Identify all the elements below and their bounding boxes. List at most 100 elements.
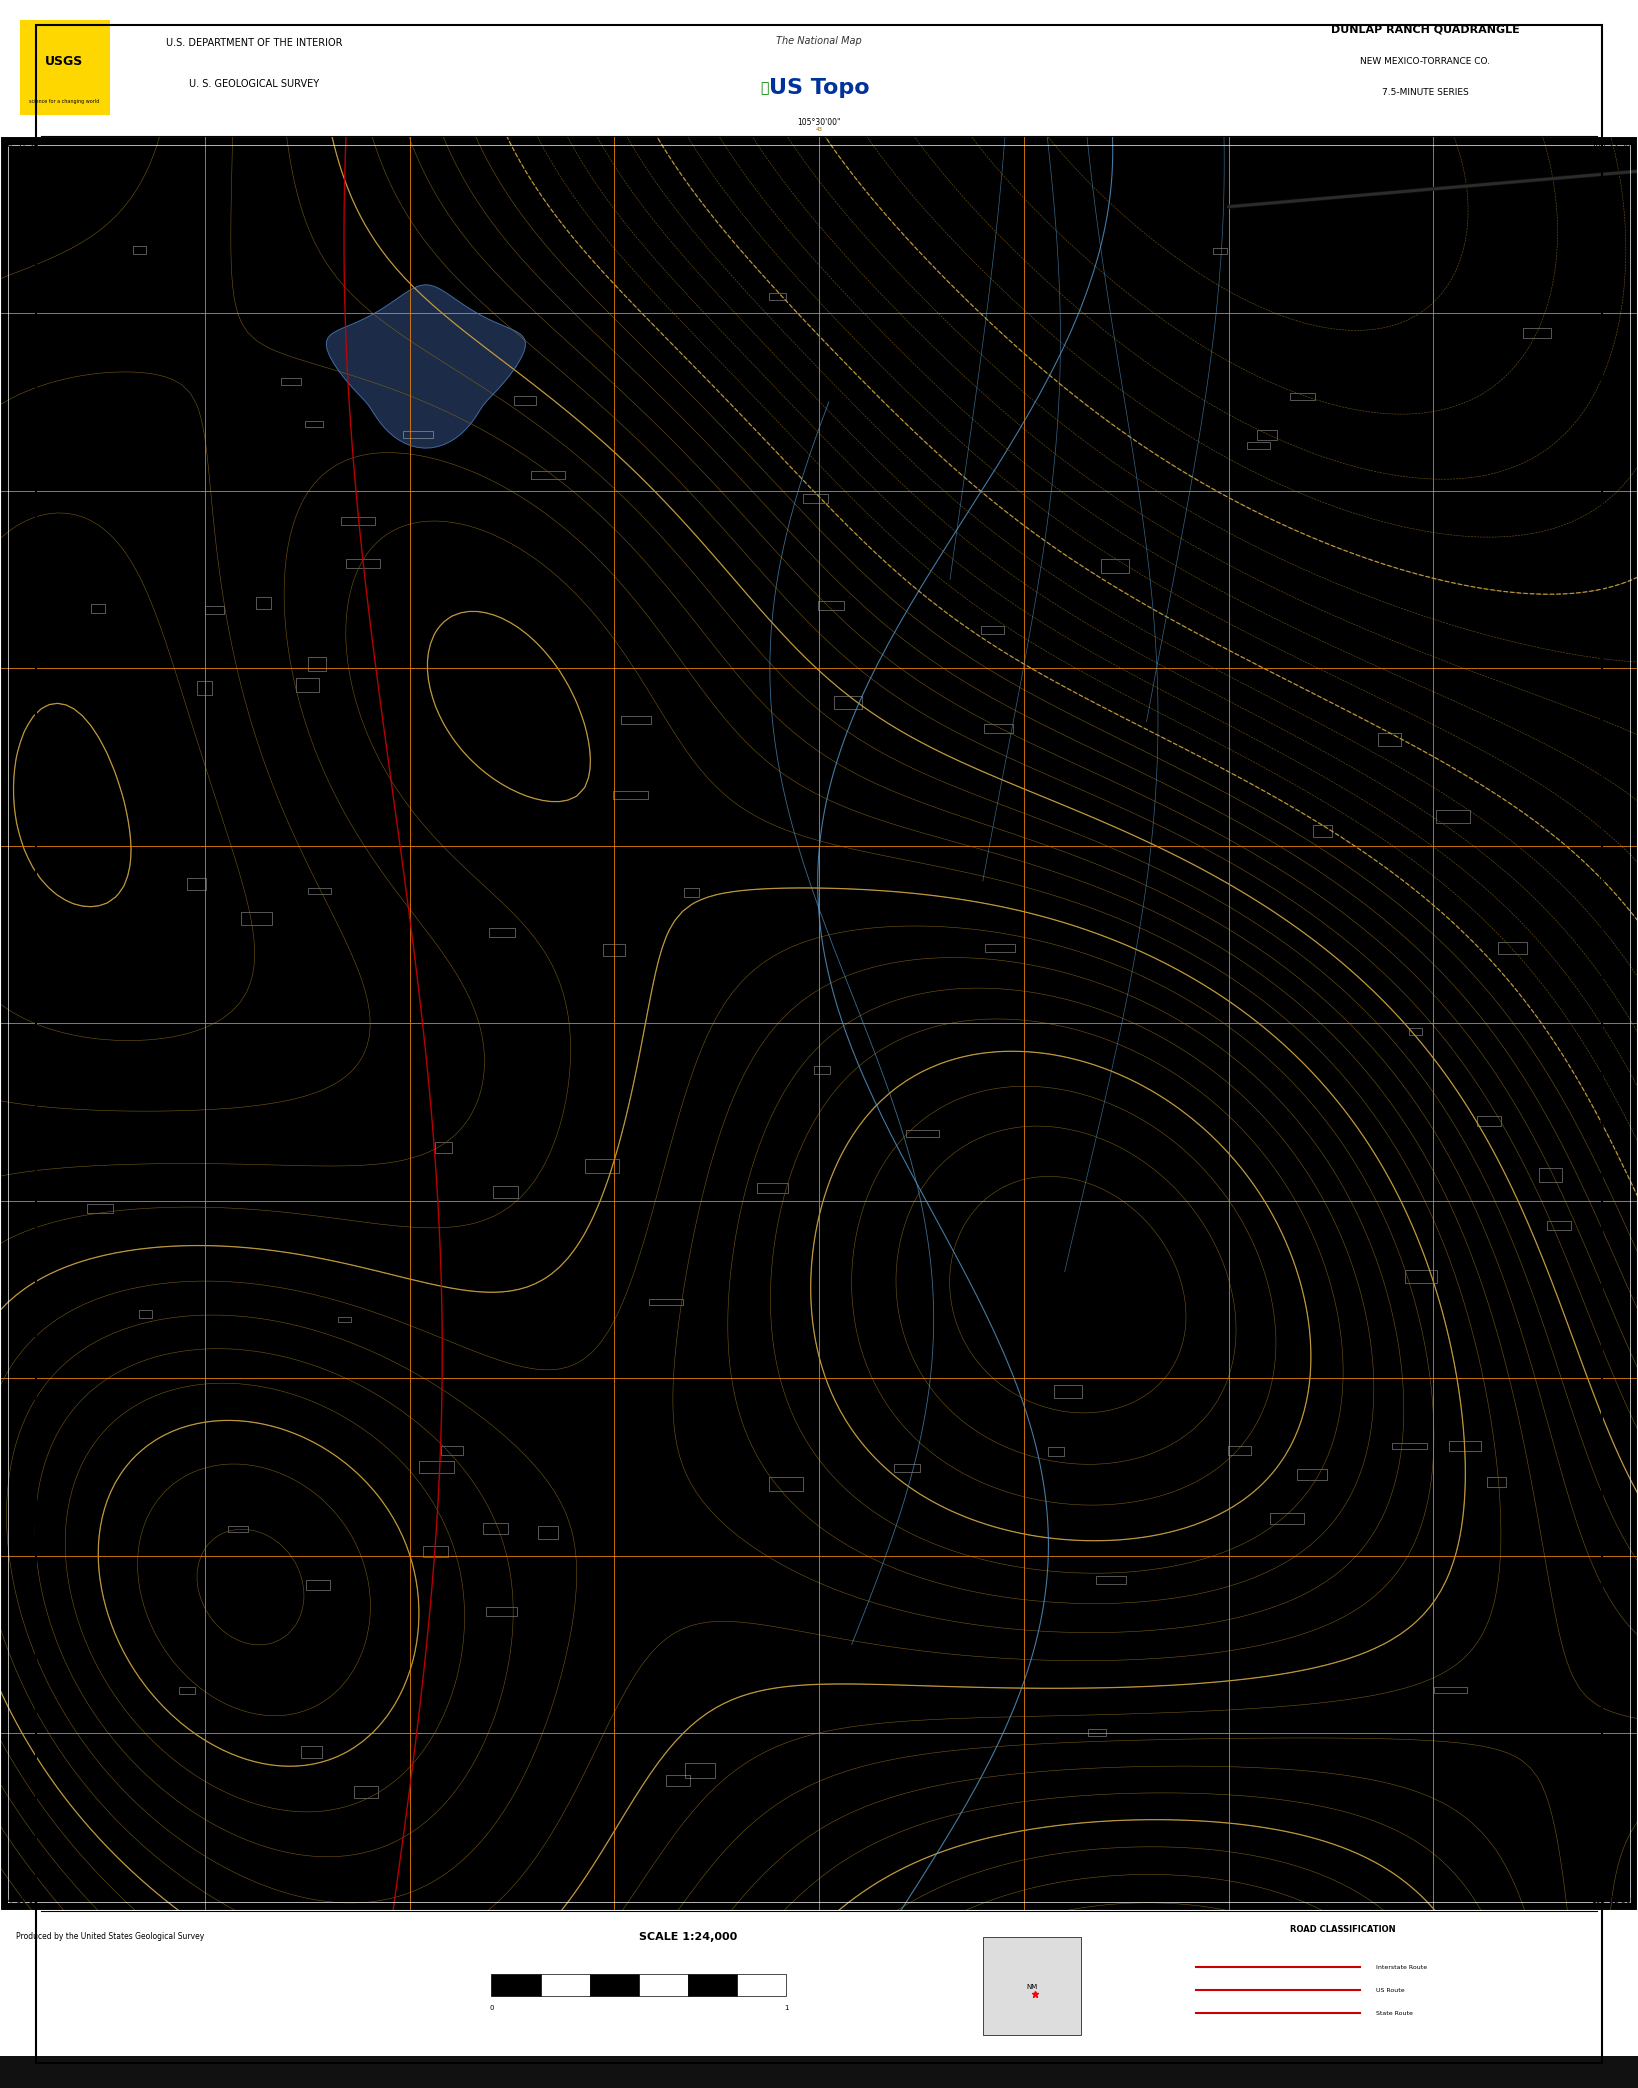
Text: US Topo: US Topo (768, 77, 870, 98)
Bar (1435, 1687, 1468, 1693)
Bar (490, 929, 514, 938)
Bar (770, 292, 786, 301)
Bar (1450, 1441, 1481, 1451)
Bar (1314, 825, 1332, 837)
Bar (1378, 733, 1400, 745)
Bar (1101, 560, 1129, 572)
Bar (984, 944, 1016, 952)
Bar (649, 1299, 683, 1305)
Bar (1409, 1029, 1422, 1036)
Text: 105°30'00": 105°30'00" (798, 117, 840, 127)
Bar (491, 1975, 541, 1996)
Bar (1256, 430, 1278, 441)
Bar (308, 658, 326, 670)
Bar (688, 1975, 737, 1996)
Bar (983, 1938, 1081, 2034)
Bar (531, 470, 565, 478)
Bar (0, 2057, 1638, 2088)
Text: ROAD CLASSIFICATION: ROAD CLASSIFICATION (1291, 1925, 1396, 1933)
Text: SCALE 1:24,000: SCALE 1:24,000 (639, 1931, 737, 1942)
Text: DUNLAP RANCH QUADRANGLE: DUNLAP RANCH QUADRANGLE (1330, 25, 1520, 35)
Bar (483, 1522, 508, 1535)
Bar (296, 679, 319, 691)
Text: science for a changing world: science for a changing world (29, 100, 98, 104)
Bar (834, 695, 862, 708)
Bar (1405, 1270, 1437, 1282)
Bar (981, 626, 1004, 633)
Bar (87, 1205, 113, 1213)
Text: 0: 0 (490, 2004, 493, 2011)
Bar (306, 1581, 331, 1591)
Bar (280, 378, 301, 384)
Bar (403, 430, 434, 438)
Text: State Route: State Route (1376, 2011, 1414, 2015)
Bar (197, 681, 211, 695)
Bar (539, 1526, 557, 1539)
Bar (354, 1785, 378, 1798)
Bar (139, 1309, 152, 1318)
Bar (1548, 1221, 1571, 1230)
Bar (1477, 1117, 1500, 1125)
Text: 🍃: 🍃 (760, 81, 770, 96)
Text: Interstate Route: Interstate Route (1376, 1965, 1427, 1969)
Bar (337, 1318, 351, 1322)
Bar (1247, 443, 1271, 449)
Bar (1214, 248, 1227, 255)
Bar (436, 1142, 452, 1153)
Text: 34°37'30": 34°37'30" (3, 142, 43, 150)
Text: 34°30'00": 34°30'00" (3, 1896, 43, 1904)
Bar (1269, 1514, 1304, 1524)
Bar (585, 1159, 619, 1173)
Bar (621, 716, 650, 725)
Bar (486, 1608, 518, 1616)
Bar (346, 560, 380, 568)
Text: NEW MEXICO-TORRANCE CO.: NEW MEXICO-TORRANCE CO. (1360, 56, 1491, 65)
Bar (803, 495, 829, 503)
Bar (613, 791, 647, 800)
Bar (639, 1975, 688, 1996)
Bar (590, 1975, 639, 1996)
Text: 43: 43 (816, 127, 822, 132)
Bar (441, 1447, 464, 1455)
Bar (1437, 810, 1471, 823)
Text: US Route: US Route (1376, 1988, 1404, 1992)
FancyBboxPatch shape (20, 21, 110, 115)
Bar (205, 606, 224, 614)
Text: 1: 1 (785, 2004, 788, 2011)
Text: U.S. DEPARTMENT OF THE INTERIOR: U.S. DEPARTMENT OF THE INTERIOR (165, 38, 342, 48)
Bar (305, 422, 323, 426)
Bar (1053, 1384, 1083, 1399)
Polygon shape (326, 284, 526, 449)
Bar (419, 1462, 454, 1472)
Bar (1487, 1476, 1505, 1487)
Bar (1228, 1445, 1251, 1455)
Bar (1523, 328, 1551, 338)
Bar (90, 603, 105, 614)
Text: USGS: USGS (44, 54, 84, 67)
Bar (493, 1186, 518, 1199)
Bar (1096, 1576, 1127, 1583)
Text: 105°22'30": 105°22'30" (1592, 142, 1635, 150)
Bar (1291, 393, 1315, 401)
Bar (514, 397, 536, 405)
Text: 105°22'30": 105°22'30" (1592, 1896, 1635, 1904)
Bar (906, 1130, 939, 1136)
Bar (1497, 942, 1527, 954)
Text: 7.5-MINUTE SERIES: 7.5-MINUTE SERIES (1382, 88, 1468, 96)
Bar (685, 1764, 716, 1777)
Bar (894, 1464, 919, 1472)
Bar (685, 887, 699, 898)
Bar (1540, 1169, 1563, 1182)
Bar (1392, 1443, 1427, 1449)
Bar (757, 1184, 788, 1192)
Text: NM: NM (1027, 1984, 1037, 1990)
Bar (301, 1746, 323, 1758)
Bar (1048, 1447, 1065, 1457)
Bar (341, 518, 375, 524)
Bar (737, 1975, 786, 1996)
Bar (256, 597, 272, 610)
Bar (179, 1687, 195, 1693)
Bar (1088, 1729, 1106, 1735)
Text: Produced by the United States Geological Survey: Produced by the United States Geological… (16, 1931, 205, 1942)
Bar (984, 725, 1012, 733)
